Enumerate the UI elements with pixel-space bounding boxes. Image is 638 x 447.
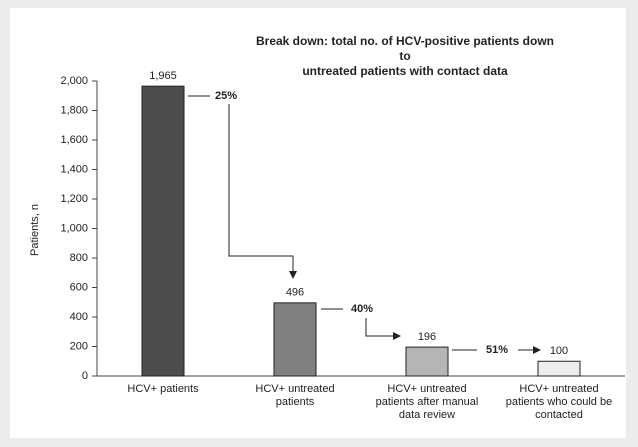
bar [141, 85, 185, 377]
value-label: 496 [286, 287, 304, 299]
y-tick-label: 600 [70, 281, 88, 293]
panel [10, 8, 626, 438]
value-label: 100 [550, 345, 568, 357]
bar [537, 360, 581, 377]
y-tick-label: 200 [70, 340, 88, 352]
bar [273, 302, 317, 377]
y-tick-label: 2,000 [60, 75, 88, 87]
y-axis-label: Patients, n [29, 204, 41, 256]
y-tick-label: 1,200 [60, 193, 88, 205]
y-tick-label: 400 [70, 311, 88, 323]
chart-title: Break down: total no. of HCV-positive pa… [255, 34, 554, 78]
arrow [228, 104, 297, 279]
value-label: 1,965 [149, 70, 177, 82]
x-tick-label: HCV+ untreated patients after manual dat… [375, 383, 479, 421]
annotation: 40% [351, 303, 373, 315]
y-tick-label: 800 [70, 252, 88, 264]
y-tick-label: 1,800 [60, 104, 88, 116]
bar [405, 346, 449, 377]
x-tick-label: HCV+ untreated patients who could be con… [505, 383, 613, 421]
y-tick-label: 1,000 [60, 222, 88, 234]
y-tick-label: 1,400 [60, 163, 88, 175]
x-tick-label: HCV+ patients [127, 383, 199, 395]
y-tick-label: 0 [82, 370, 88, 382]
y-tick-label: 1,600 [60, 134, 88, 146]
annotation: 51% [486, 344, 508, 356]
flow-arrows [188, 95, 541, 354]
x-tick-label: HCV+ untreated patients [255, 383, 335, 408]
arrow [365, 318, 401, 340]
annotation: 25% [215, 90, 237, 102]
value-label: 196 [418, 331, 436, 343]
